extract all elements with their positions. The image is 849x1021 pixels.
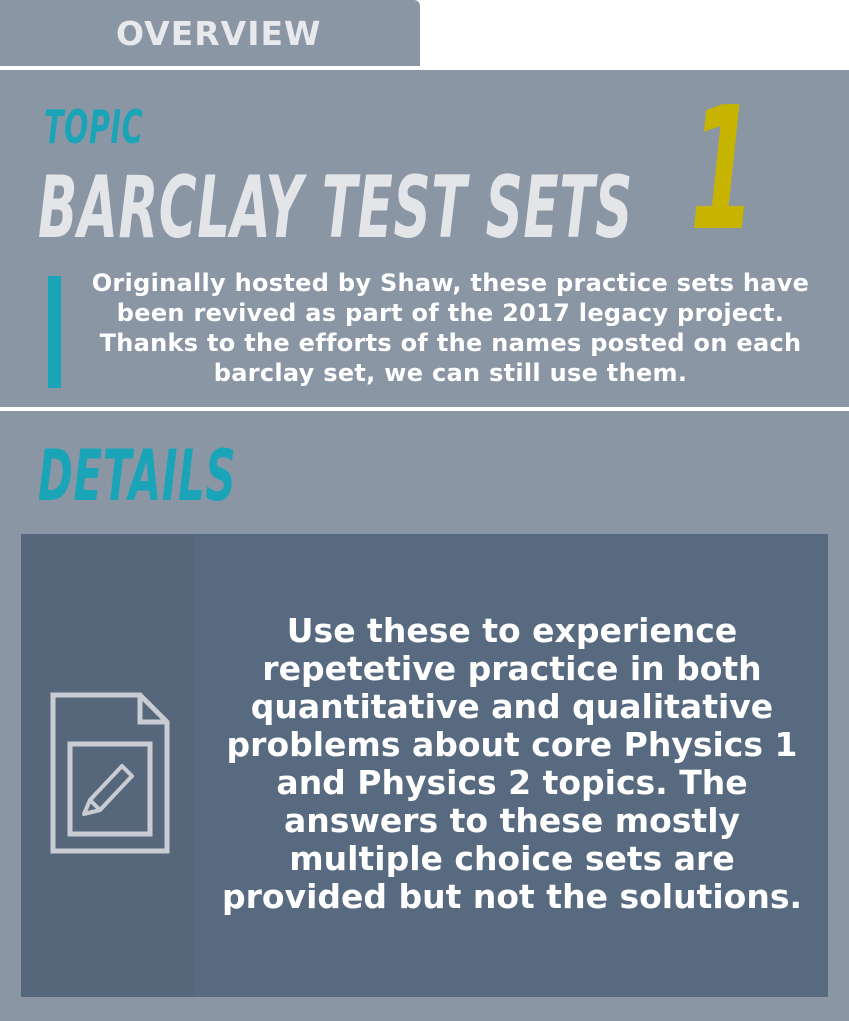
section-divider — [0, 407, 849, 411]
topic-title: BARCLAY TEST SETS — [38, 158, 633, 258]
topic-intro-text: Originally hosted by Shaw, these practic… — [91, 269, 810, 387]
overview-tab[interactable]: OVERVIEW — [0, 0, 420, 66]
overview-tab-label: OVERVIEW — [116, 13, 322, 53]
details-icon-column — [21, 534, 195, 997]
details-card: Use these to experience repetetive pract… — [21, 534, 828, 997]
topic-label: TOPIC — [44, 100, 144, 154]
details-heading: DETAILS — [38, 435, 237, 517]
topic-panel — [0, 70, 849, 407]
topic-number: 1 — [690, 71, 756, 269]
accent-bar — [48, 276, 61, 388]
document-edit-icon — [50, 692, 170, 854]
details-text: Use these to experience repetetive pract… — [222, 611, 802, 916]
